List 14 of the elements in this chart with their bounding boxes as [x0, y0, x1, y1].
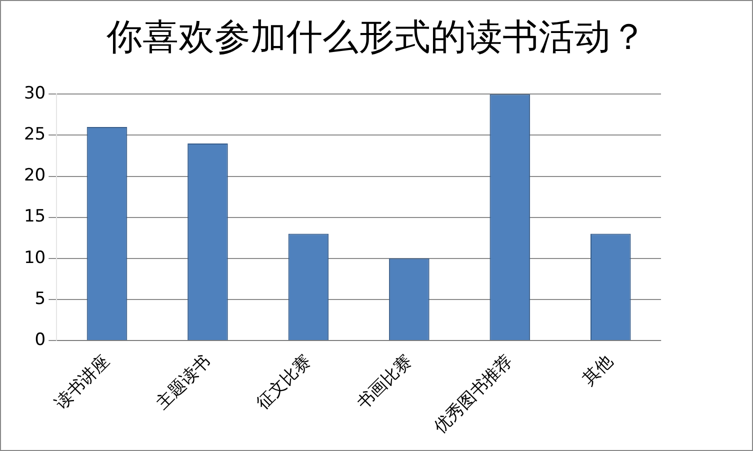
x-tick-label: 读书讲座: [51, 351, 114, 414]
x-tick-label: 其他: [579, 351, 618, 390]
y-tick-label: 5: [34, 288, 46, 309]
chart-title: 你喜欢参加什么形式的读书活动？: [106, 16, 648, 60]
x-tick-label: 主题读书: [152, 351, 214, 414]
y-tick-label: 30: [24, 84, 46, 104]
y-tick-label: 20: [24, 166, 46, 186]
y-tick-label: 0: [34, 330, 46, 350]
y-tick-label: 25: [24, 124, 46, 145]
x-tick-label: 征文比赛: [252, 351, 316, 414]
x-tick-label: 书画比赛: [354, 351, 416, 414]
y-tick-label: 15: [24, 206, 46, 227]
y-tick-label: 10: [24, 248, 46, 268]
x-tick-label: 优秀图书推荐: [430, 351, 517, 438]
